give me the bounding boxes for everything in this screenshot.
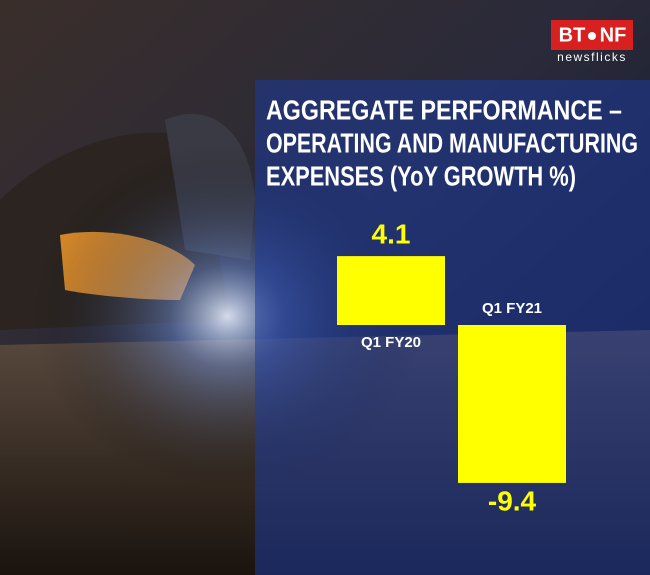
category-label: Q1 FY21 [482, 300, 542, 317]
chart-title: EXPENSES (YoY GROWTH %) [266, 160, 576, 191]
logo-dot [588, 32, 596, 40]
bar [458, 325, 566, 483]
chart-title: OPERATING AND MANUFACTURING [266, 127, 638, 158]
chart-title: AGGREGATE PERFORMANCE – [266, 94, 622, 125]
bar [337, 256, 445, 325]
value-label: -9.4 [488, 485, 537, 516]
logo-right: NF [600, 24, 627, 46]
logo-left: BT [559, 24, 586, 46]
category-label: Q1 FY20 [361, 334, 421, 351]
overlay-panel [255, 80, 650, 575]
value-label: 4.1 [372, 219, 411, 250]
logo-tagline: newsflicks [557, 50, 627, 64]
